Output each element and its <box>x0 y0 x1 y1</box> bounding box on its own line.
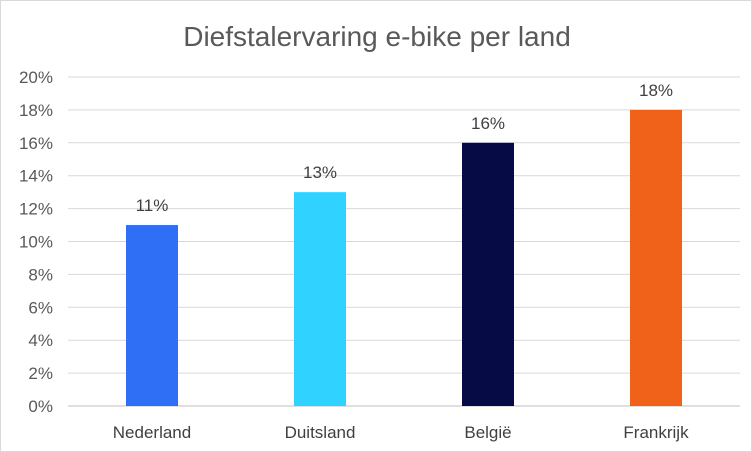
x-category-label: Duitsland <box>285 423 356 442</box>
data-labels: 11% 13% 16% 18% <box>136 81 673 215</box>
x-category-label: Frankrijk <box>623 423 689 442</box>
y-tick-label: 14% <box>19 167 53 186</box>
y-tick-label: 16% <box>19 134 53 153</box>
bar-nederland <box>126 225 178 406</box>
data-label: 16% <box>471 114 505 133</box>
data-label: 13% <box>303 163 337 182</box>
x-category-label: België <box>464 423 511 442</box>
y-tick-label: 0% <box>28 397 53 416</box>
data-label: 18% <box>639 81 673 100</box>
y-axis-ticks: 0% 2% 4% 6% 8% 10% 12% 14% 16% 18% 20% <box>19 68 53 416</box>
y-tick-label: 6% <box>28 298 53 317</box>
y-tick-label: 10% <box>19 233 53 252</box>
y-tick-label: 4% <box>28 331 53 350</box>
y-tick-label: 12% <box>19 200 53 219</box>
bars <box>126 109 682 407</box>
chart-title: Diefstalervaring e-bike per land <box>183 21 571 52</box>
y-tick-label: 2% <box>28 364 53 383</box>
x-category-label: Nederland <box>113 423 191 442</box>
bar-duitsland <box>294 192 346 406</box>
y-tick-label: 8% <box>28 265 53 284</box>
bar-belgi <box>462 142 514 407</box>
y-tick-label: 20% <box>19 68 53 87</box>
gridlines <box>68 76 740 407</box>
bar-frankrijk <box>630 109 682 407</box>
y-tick-label: 18% <box>19 101 53 120</box>
data-label: 11% <box>136 196 169 215</box>
x-axis-categories: Nederland Duitsland België Frankrijk <box>113 423 689 442</box>
